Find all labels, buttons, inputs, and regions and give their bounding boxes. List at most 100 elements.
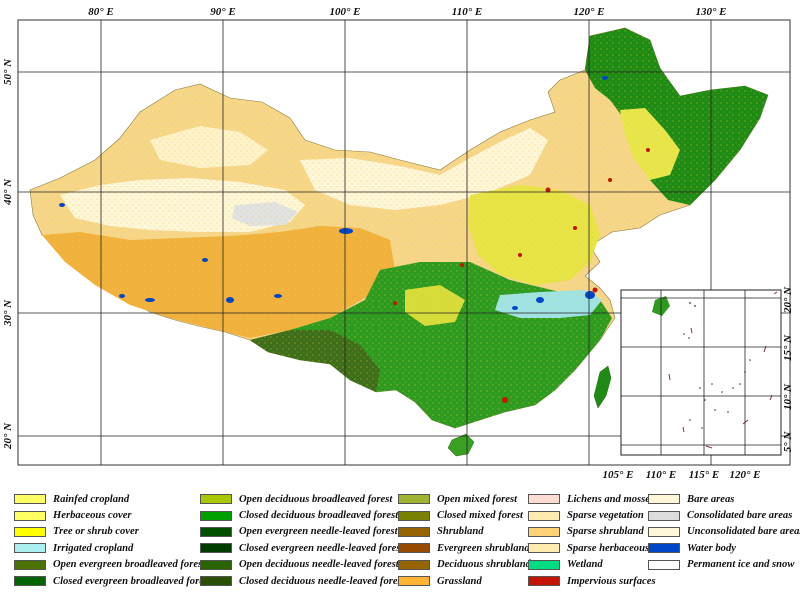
legend-column-3: Open mixed forest Closed mixed forest Sh… bbox=[398, 491, 531, 589]
legend-label: Permanent ice and snow bbox=[687, 559, 795, 571]
legend-column-2: Open deciduous broadleaved forest Closed… bbox=[200, 491, 405, 589]
legend-item: Herbaceous cover bbox=[14, 507, 211, 523]
inset-graticule bbox=[621, 290, 781, 455]
legend-swatch bbox=[528, 559, 560, 570]
main-lon-tick-labels: 80° E 90° E 100° E 110° E 120° E 130° E bbox=[88, 6, 726, 18]
legend-item: Closed deciduous needle-leaved forest bbox=[200, 573, 405, 589]
legend-item: Wetland bbox=[528, 557, 656, 573]
legend-label: Deciduous shrubland bbox=[437, 559, 531, 571]
legend-item: Grassland bbox=[398, 573, 531, 589]
legend-item: Water body bbox=[648, 540, 800, 556]
legend-label: Lichens and mosses bbox=[567, 493, 655, 505]
legend-item: Closed deciduous broadleaved forest bbox=[200, 507, 405, 523]
inset-lat-tick-label: 15° N bbox=[782, 334, 794, 361]
legend-swatch bbox=[648, 510, 680, 521]
map-legend: Rainfed cropland Herbaceous cover Tree o… bbox=[14, 491, 800, 600]
legend-swatch bbox=[528, 510, 560, 521]
legend-label: Consolidated bare areas bbox=[687, 510, 793, 522]
legend-label: Open deciduous broadleaved forest bbox=[239, 493, 393, 505]
lat-tick-label: 40° N bbox=[2, 178, 14, 206]
legend-item: Deciduous shrubland bbox=[398, 557, 531, 573]
legend-swatch bbox=[200, 559, 232, 570]
legend-column-5: Bare areas Consolidated bare areas Uncon… bbox=[648, 491, 800, 573]
legend-label: Sparse vegetation bbox=[567, 510, 644, 522]
legend-item: Open evergreen needle-leaved forest bbox=[200, 524, 405, 540]
legend-swatch bbox=[14, 576, 46, 587]
legend-swatch bbox=[648, 543, 680, 554]
legend-label: Shrubland bbox=[437, 526, 484, 538]
urban-areas bbox=[393, 148, 650, 403]
legend-item: Sparse herbaceous bbox=[528, 540, 656, 556]
inset-map-frame bbox=[620, 289, 782, 456]
legend-label: Sparse shrubland bbox=[567, 526, 644, 538]
lat-tick-label: 30° N bbox=[2, 299, 14, 327]
lon-tick-label: 80° E bbox=[88, 6, 114, 18]
legend-swatch bbox=[14, 543, 46, 554]
legend-item: Sparse vegetation bbox=[528, 507, 656, 523]
legend-swatch bbox=[398, 559, 430, 570]
legend-item: Permanent ice and snow bbox=[648, 557, 800, 573]
inset-lon-tick-label: 115° E bbox=[689, 469, 719, 481]
legend-column-1: Rainfed cropland Herbaceous cover Tree o… bbox=[14, 491, 211, 589]
legend-item: Impervious surfaces bbox=[528, 573, 656, 589]
legend-label: Sparse herbaceous bbox=[567, 542, 650, 554]
legend-item: Open deciduous needle-leaved forest bbox=[200, 557, 405, 573]
legend-item: Open evergreen broadleaved forest bbox=[14, 557, 211, 573]
legend-column-4: Lichens and mosses Sparse vegetation Spa… bbox=[528, 491, 656, 589]
main-lat-tick-labels: 50° N 40° N 30° N 20° N bbox=[2, 58, 14, 450]
legend-item: Evergreen shrubland bbox=[398, 540, 531, 556]
lon-tick-label: 100° E bbox=[330, 6, 361, 18]
legend-swatch bbox=[648, 526, 680, 537]
legend-label: Rainfed cropland bbox=[53, 493, 130, 505]
legend-swatch bbox=[398, 543, 430, 554]
inset-lon-tick-labels: 105° E 110° E 115° E 120° E bbox=[603, 469, 761, 481]
inset-lat-tick-labels: 20° N 15° N 10° N 5° N bbox=[782, 286, 794, 452]
legend-swatch bbox=[528, 576, 560, 587]
legend-label: Grassland bbox=[437, 575, 482, 587]
legend-item: Open deciduous broadleaved forest bbox=[200, 491, 405, 507]
legend-item: Open mixed forest bbox=[398, 491, 531, 507]
legend-label: Water body bbox=[687, 542, 736, 554]
water-bodies bbox=[59, 76, 608, 310]
lon-tick-label: 90° E bbox=[210, 6, 236, 18]
legend-swatch bbox=[14, 559, 46, 570]
inset-lon-tick-label: 110° E bbox=[646, 469, 676, 481]
legend-swatch bbox=[200, 576, 232, 587]
lon-tick-label: 110° E bbox=[452, 6, 482, 18]
legend-swatch bbox=[648, 494, 680, 505]
legend-item: Closed mixed forest bbox=[398, 507, 531, 523]
legend-swatch bbox=[648, 559, 680, 570]
taiwan-island bbox=[593, 365, 612, 409]
legend-swatch bbox=[528, 526, 560, 537]
inset-lat-tick-label: 10° N bbox=[782, 383, 794, 410]
legend-label: Closed mixed forest bbox=[437, 510, 523, 522]
legend-item: Rainfed cropland bbox=[14, 491, 211, 507]
inset-lon-tick-label: 120° E bbox=[730, 469, 761, 481]
legend-swatch bbox=[398, 576, 430, 587]
legend-item: Closed evergreen broadleaved forest bbox=[14, 573, 211, 589]
legend-item: Lichens and mosses bbox=[528, 491, 656, 507]
legend-item: Bare areas bbox=[648, 491, 800, 507]
legend-item: Irrigated cropland bbox=[14, 540, 211, 556]
legend-label: Unconsolidated bare areas bbox=[687, 526, 800, 538]
legend-label: Tree or shrub cover bbox=[53, 526, 139, 538]
legend-item: Unconsolidated bare areas bbox=[648, 524, 800, 540]
legend-swatch bbox=[14, 494, 46, 505]
legend-label: Closed evergreen needle-leaved forest bbox=[239, 542, 404, 554]
legend-label: Closed deciduous needle-leaved forest bbox=[239, 575, 405, 587]
legend-swatch bbox=[200, 543, 232, 554]
legend-label: Closed evergreen broadleaved forest bbox=[53, 575, 211, 587]
legend-item: Consolidated bare areas bbox=[648, 507, 800, 523]
legend-label: Herbaceous cover bbox=[53, 510, 132, 522]
legend-label: Evergreen shrubland bbox=[437, 542, 530, 554]
legend-item: Closed evergreen needle-leaved forest bbox=[200, 540, 405, 556]
legend-swatch bbox=[398, 494, 430, 505]
legend-label: Irrigated cropland bbox=[53, 542, 134, 554]
legend-item: Tree or shrub cover bbox=[14, 524, 211, 540]
legend-label: Impervious surfaces bbox=[567, 575, 656, 587]
legend-label: Open mixed forest bbox=[437, 493, 518, 505]
lat-tick-label: 50° N bbox=[2, 58, 14, 85]
legend-swatch bbox=[528, 494, 560, 505]
lon-tick-label: 120° E bbox=[574, 6, 605, 18]
main-graticule bbox=[18, 20, 790, 465]
